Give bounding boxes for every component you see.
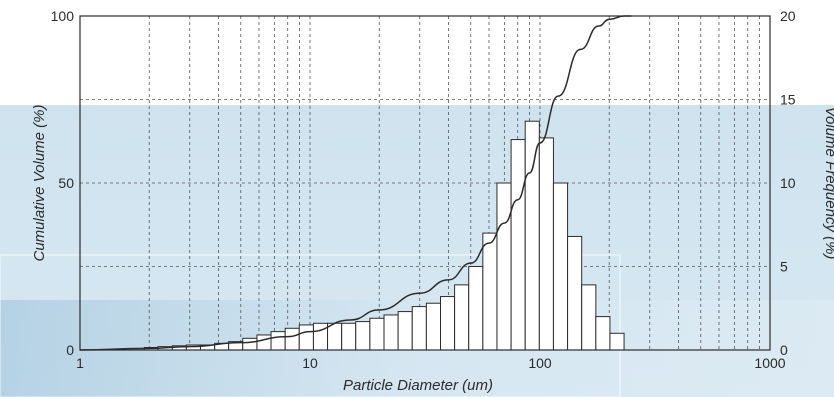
x-tick-label: 100 xyxy=(528,355,552,371)
histogram-bar xyxy=(609,332,625,351)
y-left-axis-title: Cumulative Volume (%) xyxy=(31,105,48,262)
histogram-bar xyxy=(595,316,611,351)
histogram-bar xyxy=(538,137,554,351)
x-tick-labels: 1 10 100 1000 xyxy=(76,355,786,371)
histogram-bar xyxy=(510,139,526,351)
y-right-tick-label: 0 xyxy=(780,342,788,358)
y-right-tick-label: 15 xyxy=(780,92,796,108)
histogram-bar xyxy=(369,317,385,351)
x-tick-label: 1 xyxy=(76,355,84,371)
histogram-bar xyxy=(327,322,343,351)
y-right-axis-title: Volume Frequency (%) xyxy=(822,107,834,260)
histogram-bar xyxy=(341,322,357,351)
histogram-bar xyxy=(496,182,512,351)
y-left-tick-label: 50 xyxy=(58,175,74,191)
histogram-bar xyxy=(355,321,371,351)
histogram-bar xyxy=(397,311,413,351)
x-axis-title: Particle Diameter (um) xyxy=(343,377,493,394)
histogram-bar xyxy=(468,266,484,351)
histogram-bar xyxy=(256,334,272,351)
x-tick-label: 10 xyxy=(302,355,318,371)
plot-frame xyxy=(79,15,771,351)
histogram-bar xyxy=(581,284,597,351)
histogram-bar xyxy=(242,337,258,351)
histogram-bar xyxy=(454,284,470,351)
histogram-bars xyxy=(143,120,625,351)
histogram-bar xyxy=(270,331,286,351)
y-right-tick-label: 10 xyxy=(780,175,796,191)
histogram-bar xyxy=(284,327,300,351)
background-top xyxy=(0,0,834,105)
histogram-bar xyxy=(383,314,399,351)
histogram-bar xyxy=(482,232,498,351)
histogram-bar xyxy=(552,182,569,351)
histogram-bar xyxy=(411,306,427,351)
y-right-tick-label: 5 xyxy=(780,259,788,275)
background-frame xyxy=(0,254,621,397)
histogram-bar xyxy=(312,322,329,351)
x-tick-label: 1000 xyxy=(754,355,785,371)
y-right-tick-labels: 0 5 10 15 20 xyxy=(780,8,796,358)
cumulative-line-group xyxy=(79,15,632,351)
y-left-tick-label: 0 xyxy=(66,342,74,358)
histogram-bar xyxy=(567,235,583,351)
grid xyxy=(80,16,770,350)
histogram-bar xyxy=(524,120,540,351)
y-left-tick-label: 100 xyxy=(51,8,75,24)
cumulative-line xyxy=(79,15,632,351)
y-right-tick-label: 20 xyxy=(780,8,796,24)
histogram-bar xyxy=(439,296,456,351)
y-left-tick-labels: 0 50 100 xyxy=(51,8,75,358)
histogram-bar xyxy=(425,302,441,351)
histogram-bar xyxy=(298,324,314,351)
